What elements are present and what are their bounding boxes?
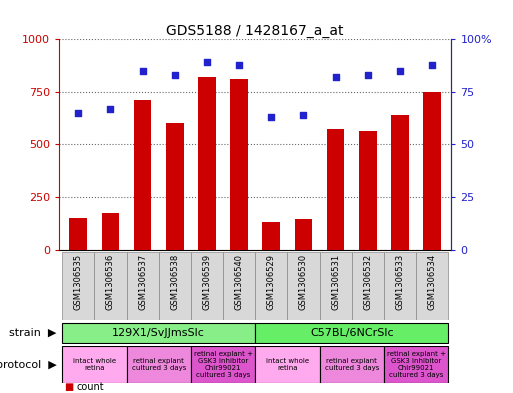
Bar: [191, 346, 255, 383]
Point: [74, 110, 83, 116]
Text: GSM1306535: GSM1306535: [74, 253, 83, 310]
Bar: [416, 252, 448, 320]
Text: retinal explant +
GSK3 inhibitor
Chir99021
cultured 3 days: retinal explant + GSK3 inhibitor Chir990…: [193, 351, 252, 378]
Point: [428, 61, 436, 68]
Bar: [62, 323, 255, 343]
Point: [267, 114, 275, 120]
Title: GDS5188 / 1428167_a_at: GDS5188 / 1428167_a_at: [166, 24, 344, 38]
Bar: [255, 346, 320, 383]
Bar: [384, 346, 448, 383]
Point: [139, 68, 147, 74]
Text: GSM1306534: GSM1306534: [428, 253, 437, 310]
Text: count: count: [77, 382, 105, 392]
Text: retinal explant +
GSK3 inhibitor
Chir99021
cultured 3 days: retinal explant + GSK3 inhibitor Chir990…: [387, 351, 446, 378]
Bar: [69, 218, 87, 250]
Bar: [223, 252, 255, 320]
Point: [396, 68, 404, 74]
Text: GSM1306537: GSM1306537: [138, 253, 147, 310]
Bar: [320, 252, 352, 320]
Bar: [230, 79, 248, 250]
Bar: [359, 131, 377, 250]
Bar: [102, 213, 120, 250]
Bar: [287, 252, 320, 320]
Point: [331, 74, 340, 80]
Text: retinal explant
cultured 3 days: retinal explant cultured 3 days: [131, 358, 186, 371]
Text: GSM1306532: GSM1306532: [363, 253, 372, 310]
Bar: [134, 100, 151, 250]
Bar: [166, 123, 184, 250]
Point: [106, 106, 114, 112]
Text: GSM1306538: GSM1306538: [170, 253, 180, 310]
Bar: [94, 252, 127, 320]
Bar: [62, 346, 127, 383]
Bar: [327, 129, 345, 250]
Bar: [127, 346, 191, 383]
Bar: [391, 115, 409, 250]
Text: ■: ■: [64, 382, 73, 392]
Bar: [294, 219, 312, 250]
Bar: [255, 323, 448, 343]
Text: intact whole
retina: intact whole retina: [266, 358, 309, 371]
Text: GSM1306529: GSM1306529: [267, 253, 276, 310]
Text: protocol  ▶: protocol ▶: [0, 360, 56, 369]
Bar: [191, 252, 223, 320]
Text: GSM1306531: GSM1306531: [331, 253, 340, 310]
Bar: [263, 222, 280, 250]
Point: [171, 72, 179, 78]
Bar: [127, 252, 159, 320]
Text: C57BL/6NCrSlc: C57BL/6NCrSlc: [310, 328, 393, 338]
Point: [235, 61, 243, 68]
Text: GSM1306536: GSM1306536: [106, 253, 115, 310]
Bar: [423, 92, 441, 250]
Point: [300, 112, 308, 118]
Bar: [320, 346, 384, 383]
Text: strain  ▶: strain ▶: [9, 328, 56, 338]
Point: [364, 72, 372, 78]
Text: GSM1306533: GSM1306533: [396, 253, 404, 310]
Text: GSM1306539: GSM1306539: [203, 253, 211, 310]
Text: 129X1/SvJJmsSlc: 129X1/SvJJmsSlc: [112, 328, 205, 338]
Bar: [159, 252, 191, 320]
Bar: [384, 252, 416, 320]
Text: GSM1306530: GSM1306530: [299, 253, 308, 310]
Text: retinal explant
cultured 3 days: retinal explant cultured 3 days: [325, 358, 379, 371]
Bar: [62, 252, 94, 320]
Text: GSM1306540: GSM1306540: [234, 253, 244, 310]
Bar: [352, 252, 384, 320]
Bar: [198, 77, 216, 250]
Point: [203, 59, 211, 66]
Bar: [255, 252, 287, 320]
Text: intact whole
retina: intact whole retina: [73, 358, 116, 371]
